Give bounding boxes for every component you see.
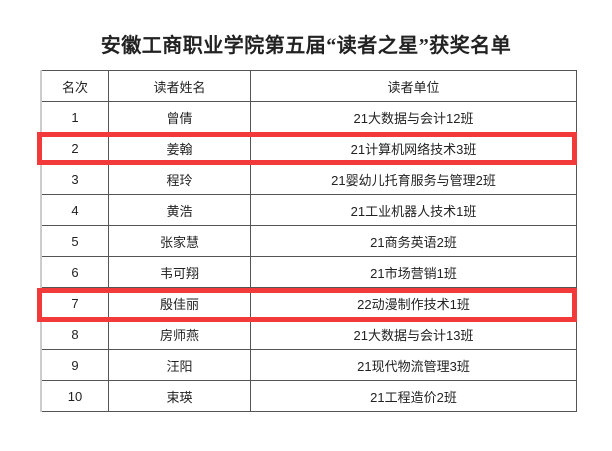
name-cell: 曾倩 — [108, 101, 251, 133]
table-row: 3 程玲 21婴幼儿托育服务与管理2班 — [40, 163, 577, 195]
highlight-box-rank-7 — [37, 288, 577, 322]
header-unit: 读者单位 — [250, 70, 577, 102]
unit-cell: 21婴幼儿托育服务与管理2班 — [250, 163, 577, 195]
name-cell: 汪阳 — [108, 349, 251, 381]
name-cell: 黄浩 — [108, 194, 251, 226]
table-row: 9 汪阳 21现代物流管理3班 — [40, 349, 577, 381]
award-table: 名次 读者姓名 读者单位 1 曾倩 21大数据与会计12班 2 姜翰 21计算机网络技术3… — [40, 70, 577, 412]
unit-cell: 21工业机器人技术1班 — [250, 194, 577, 226]
name-cell: 束瑛 — [108, 380, 251, 412]
highlight-box-rank-2 — [37, 132, 577, 165]
page-title: 安徽工商职业学院第五届“读者之星”获奖名单 — [100, 35, 512, 57]
table-row: 6 韦可翔 21市场营销1班 — [40, 256, 577, 288]
unit-cell: 21大数据与会计12班 — [250, 101, 577, 133]
unit-cell: 21现代物流管理3班 — [250, 349, 577, 381]
table-row: 10 束瑛 21工程造价2班 — [40, 380, 577, 412]
table-row: 5 张家慧 21商务英语2班 — [40, 225, 577, 257]
rank-cell: 1 — [40, 101, 109, 133]
rank-cell: 8 — [40, 318, 109, 350]
name-cell: 张家慧 — [108, 225, 251, 257]
rank-cell: 9 — [40, 349, 109, 381]
name-cell: 韦可翔 — [108, 256, 251, 288]
unit-cell: 21商务英语2班 — [250, 225, 577, 257]
header-name: 读者姓名 — [108, 70, 251, 102]
unit-cell: 21市场营销1班 — [250, 256, 577, 288]
rank-cell: 3 — [40, 163, 109, 195]
table-row: 4 黄浩 21工业机器人技术1班 — [40, 194, 577, 226]
rank-cell: 10 — [40, 380, 109, 412]
rank-cell: 4 — [40, 194, 109, 226]
table-row: 1 曾倩 21大数据与会计12班 — [40, 101, 577, 133]
unit-cell: 21工程造价2班 — [250, 380, 577, 412]
name-cell: 房师燕 — [108, 318, 251, 350]
name-cell: 程玲 — [108, 163, 251, 195]
table-row: 8 房师燕 21大数据与会计13班 — [40, 318, 577, 350]
table-header-row: 名次 读者姓名 读者单位 — [40, 70, 577, 102]
unit-cell: 21大数据与会计13班 — [250, 318, 577, 350]
header-rank: 名次 — [40, 70, 109, 102]
rank-cell: 6 — [40, 256, 109, 288]
rank-cell: 5 — [40, 225, 109, 257]
